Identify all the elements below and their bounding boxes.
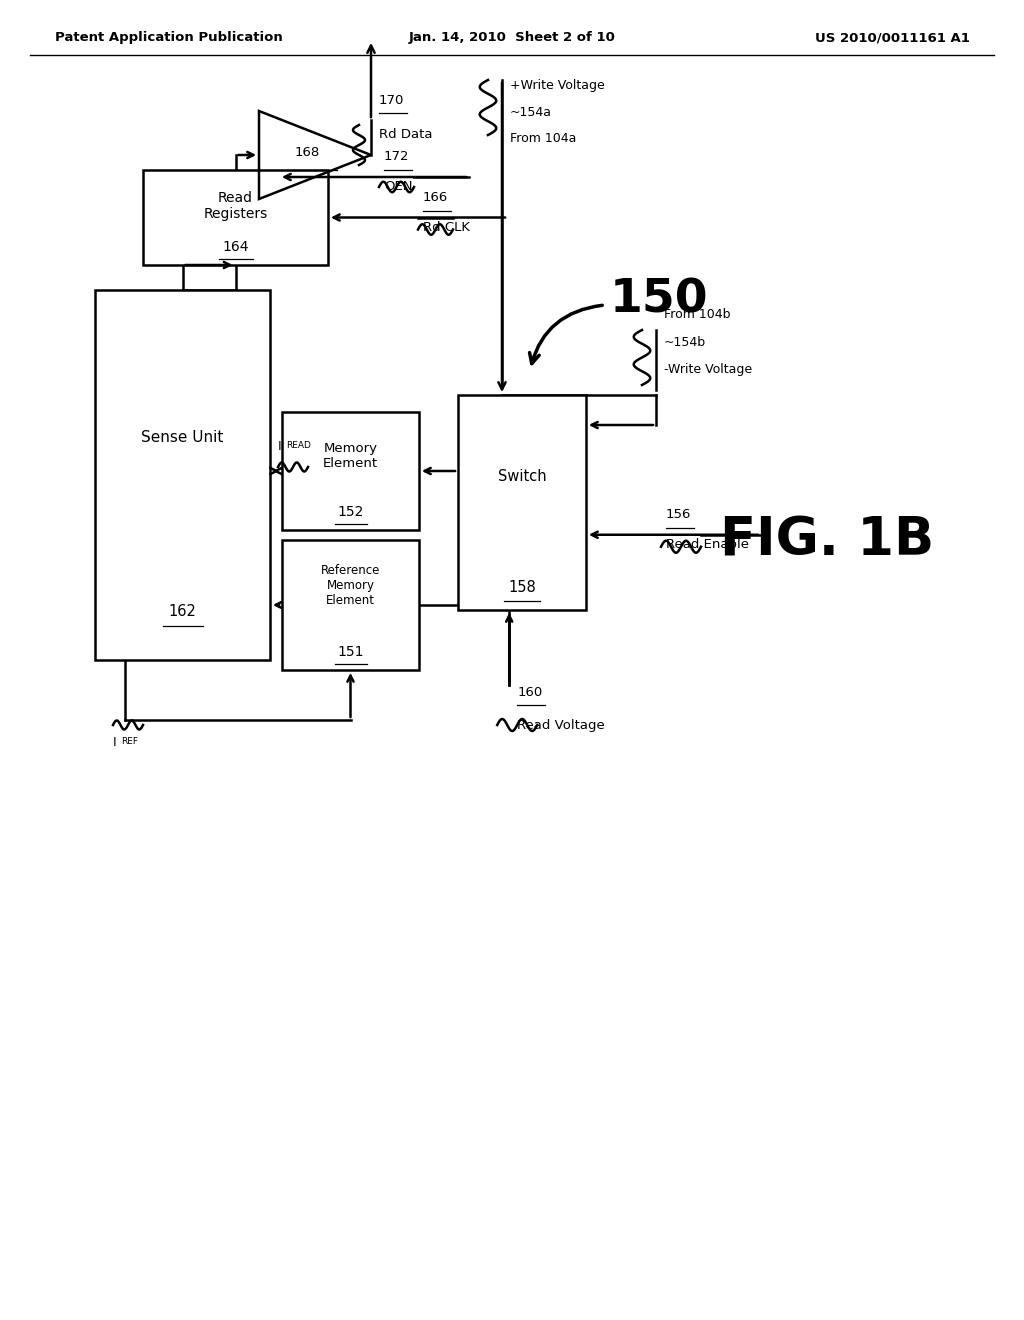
Text: Rd Data: Rd Data [379, 128, 432, 141]
Text: 150: 150 [610, 277, 709, 322]
Text: Patent Application Publication: Patent Application Publication [55, 32, 283, 45]
Text: US 2010/0011161 A1: US 2010/0011161 A1 [815, 32, 970, 45]
Text: ~154b: ~154b [664, 337, 707, 350]
Text: Sense Unit: Sense Unit [141, 430, 223, 446]
Text: From 104b: From 104b [664, 309, 730, 322]
Text: Read Enable: Read Enable [666, 539, 749, 552]
Text: 168: 168 [294, 147, 319, 160]
Text: FIG. 1B: FIG. 1B [720, 513, 934, 566]
Text: I: I [113, 735, 117, 748]
Text: Rd CLK: Rd CLK [423, 220, 470, 234]
Bar [282, 540, 419, 671]
Text: OEN: OEN [384, 181, 413, 194]
Text: 158: 158 [508, 581, 536, 595]
Text: Read Voltage: Read Voltage [517, 718, 605, 731]
Text: 170: 170 [379, 94, 404, 107]
Text: READ: READ [286, 441, 311, 450]
Text: ~154a: ~154a [510, 107, 552, 120]
Bar [458, 395, 586, 610]
Bar [282, 412, 419, 531]
Text: 166: 166 [423, 191, 449, 205]
Text: From 104a: From 104a [510, 132, 577, 144]
Text: 162: 162 [169, 605, 197, 619]
Text: 156: 156 [666, 508, 691, 521]
Text: Reference
Memory
Element: Reference Memory Element [321, 564, 380, 607]
Bar [95, 290, 270, 660]
Text: +Write Voltage: +Write Voltage [510, 78, 605, 91]
Text: 160: 160 [517, 685, 543, 698]
Text: Memory
Element: Memory Element [323, 442, 378, 470]
Text: 164: 164 [222, 240, 249, 253]
Text: Read
Registers: Read Registers [204, 191, 267, 222]
Text: 151: 151 [337, 645, 364, 659]
Text: Jan. 14, 2010  Sheet 2 of 10: Jan. 14, 2010 Sheet 2 of 10 [409, 32, 615, 45]
Text: -Write Voltage: -Write Voltage [664, 363, 752, 376]
Text: 152: 152 [337, 506, 364, 519]
Text: 172: 172 [384, 150, 410, 164]
Text: Switch: Switch [498, 469, 547, 484]
Text: REF: REF [121, 738, 138, 747]
Bar [143, 170, 328, 265]
Text: I: I [278, 440, 282, 453]
